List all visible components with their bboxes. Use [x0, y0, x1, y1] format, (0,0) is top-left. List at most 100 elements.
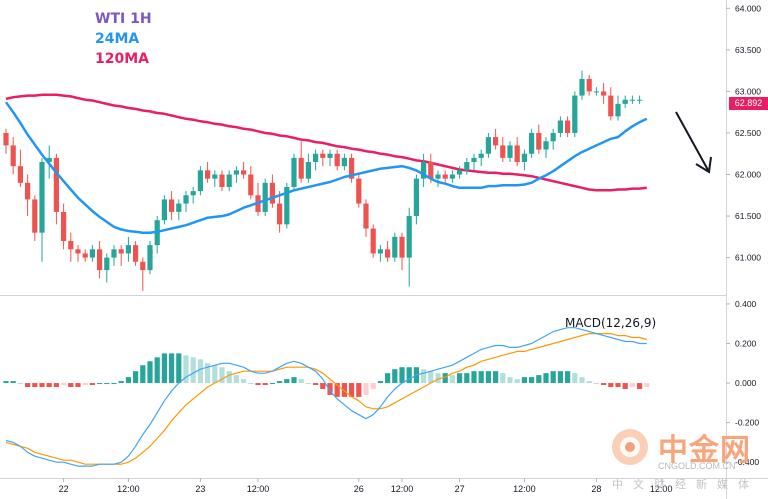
candle-body [615, 103, 621, 117]
macd-histogram-bar [118, 381, 124, 384]
macd-histogram-bar [334, 383, 340, 397]
legend-title: WTI 1H [95, 11, 152, 27]
macd-histogram-bar [82, 383, 88, 386]
candle-body [622, 99, 628, 104]
candle-body [125, 245, 131, 254]
macd-histogram-bar [269, 383, 275, 385]
candle-body [399, 236, 405, 258]
macd-histogram-bar [356, 383, 362, 397]
candle-body [514, 145, 520, 163]
time-tick-label: 12:00 [117, 484, 140, 494]
ma-120-layer [5, 93, 647, 192]
macd-histogram-bar [514, 379, 520, 384]
candle-body [248, 174, 254, 196]
macd-histogram-bar [428, 371, 434, 384]
candle-body [32, 199, 38, 233]
macd-histogram-bar [125, 377, 131, 384]
macd-histogram-bar [363, 383, 369, 395]
candle-body [226, 174, 232, 187]
candle-body [75, 249, 81, 254]
macd-histogram-bar [169, 353, 175, 384]
candle-body [629, 99, 635, 101]
candle-body [298, 157, 304, 179]
macd-histogram-bar [140, 365, 146, 384]
candle-body [349, 157, 355, 179]
price-tick-label: 61.500 [735, 211, 761, 221]
candle-body [68, 240, 74, 250]
macd-histogram-bar [68, 383, 74, 387]
macd-histogram-bar [349, 383, 355, 397]
macd-histogram-bar [277, 381, 283, 384]
macd-histogram-bar [46, 383, 52, 387]
macd-histogram-bar [550, 371, 556, 384]
candle-body [219, 174, 225, 187]
candle-body [557, 120, 563, 133]
candle-body [82, 253, 88, 258]
macd-histogram-bar [536, 375, 542, 384]
price-tick-label: 64.000 [735, 3, 761, 13]
candle-body [133, 245, 139, 262]
macd-histogram-bar [97, 383, 103, 385]
candle-body [363, 203, 369, 229]
macd-tick-label: 0.000 [735, 378, 757, 388]
candle-body [39, 162, 45, 233]
macd-histogram-bar [543, 373, 549, 384]
candle-body [485, 137, 491, 154]
candle-body [593, 91, 599, 93]
macd-histogram-bar [557, 371, 563, 384]
candle-body [601, 91, 607, 96]
macd-histogram-bar [565, 371, 571, 384]
candle-body [356, 178, 362, 204]
candle-body [190, 191, 196, 196]
macd-histogram-bar [3, 381, 9, 384]
candle-body [478, 153, 484, 158]
candle-body [608, 95, 614, 117]
last-price-tag: 62.892 [729, 97, 768, 110]
macd-histogram-bar [262, 383, 268, 386]
candle-body [413, 178, 419, 217]
macd-histogram-bar [241, 379, 247, 384]
macd-histogram-bar [305, 383, 311, 385]
legend-ma-120: 120MA [95, 51, 149, 67]
candle-body [565, 120, 571, 133]
macd-histogram-bar [500, 373, 506, 384]
candle-body [464, 162, 470, 171]
candle-body [53, 157, 59, 212]
ma-24-layer [4, 101, 648, 234]
time-tick-label: 22 [59, 484, 69, 494]
watermark: 中金网 CNGOLD.COM.CN 中文财经新媒体 [610, 425, 760, 495]
macd-histogram-bar [39, 383, 45, 387]
axes-layer: 61.000 61.500 62.000 62.500 63.000 63.500 64.0… [59, 3, 762, 494]
candle-body [161, 199, 167, 221]
ma-24-line [4, 101, 648, 234]
time-tick-label: 12:00 [391, 484, 414, 494]
candle-body [241, 170, 247, 175]
macd-histogram-bar [190, 357, 196, 384]
macd-histogram-bar [75, 383, 81, 387]
macd-histogram-bar [579, 377, 585, 384]
macd-histogram-bar [471, 371, 477, 384]
price-tick-label: 63.500 [735, 45, 761, 55]
time-tick-label: 28 [591, 484, 601, 494]
candle-body [147, 245, 153, 271]
candle-body [421, 162, 427, 179]
candle-body [385, 249, 391, 258]
macd-label: MACD(12,26,9) [565, 316, 657, 330]
ma-120-line [5, 93, 647, 192]
candle-body [550, 132, 556, 142]
macd-histogram-bar [154, 357, 160, 384]
macd-histogram-bar [291, 377, 297, 384]
macd-histogram-bar [341, 383, 347, 397]
macd-histogram-bar [392, 369, 398, 384]
macd-tick-label: -0.400 [735, 457, 759, 467]
macd-histogram-bar [601, 383, 607, 386]
macd-histogram-bar [183, 355, 189, 384]
time-tick-label: 12:00 [247, 484, 270, 494]
candle-body [277, 203, 283, 225]
macd-histogram-bar [493, 371, 499, 384]
macd-histogram-bar [197, 359, 203, 384]
candle-body [97, 249, 103, 271]
candle-body [543, 141, 549, 150]
macd-histogram-bar [507, 377, 513, 384]
